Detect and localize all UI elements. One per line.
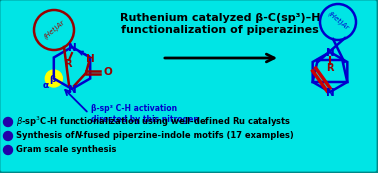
Text: R: R bbox=[64, 59, 72, 69]
Text: α: α bbox=[43, 81, 49, 90]
Text: directed by this nitrogen: directed by this nitrogen bbox=[91, 115, 199, 124]
Text: O: O bbox=[103, 67, 112, 77]
Text: β: β bbox=[50, 75, 56, 84]
Circle shape bbox=[3, 145, 12, 154]
Text: $\beta$-sp$^3$C-H functionalization using well-defined Ru catalysts: $\beta$-sp$^3$C-H functionalization usin… bbox=[16, 115, 291, 129]
Text: β-sp³ C-H activation: β-sp³ C-H activation bbox=[91, 104, 177, 113]
Text: Gram scale synthesis: Gram scale synthesis bbox=[16, 145, 116, 154]
Circle shape bbox=[45, 70, 62, 87]
Text: N: N bbox=[75, 131, 82, 140]
Text: R: R bbox=[326, 63, 334, 73]
Text: -fused piperzine-indole motifs (17 examples): -fused piperzine-indole motifs (17 examp… bbox=[80, 131, 294, 140]
Text: Ruthenium catalyzed β-C(sp³)–H: Ruthenium catalyzed β-C(sp³)–H bbox=[120, 13, 320, 23]
Text: N: N bbox=[325, 88, 335, 98]
Text: N: N bbox=[68, 85, 76, 95]
Circle shape bbox=[3, 131, 12, 140]
Circle shape bbox=[3, 117, 12, 126]
Text: functionalization of piperazines: functionalization of piperazines bbox=[121, 25, 319, 35]
Text: Synthesis of: Synthesis of bbox=[16, 131, 77, 140]
Text: H: H bbox=[86, 54, 94, 64]
Text: N: N bbox=[325, 48, 335, 58]
Text: N: N bbox=[68, 43, 76, 53]
Text: (Het)Ar: (Het)Ar bbox=[326, 10, 350, 32]
Text: (Het)Ar: (Het)Ar bbox=[42, 18, 66, 40]
